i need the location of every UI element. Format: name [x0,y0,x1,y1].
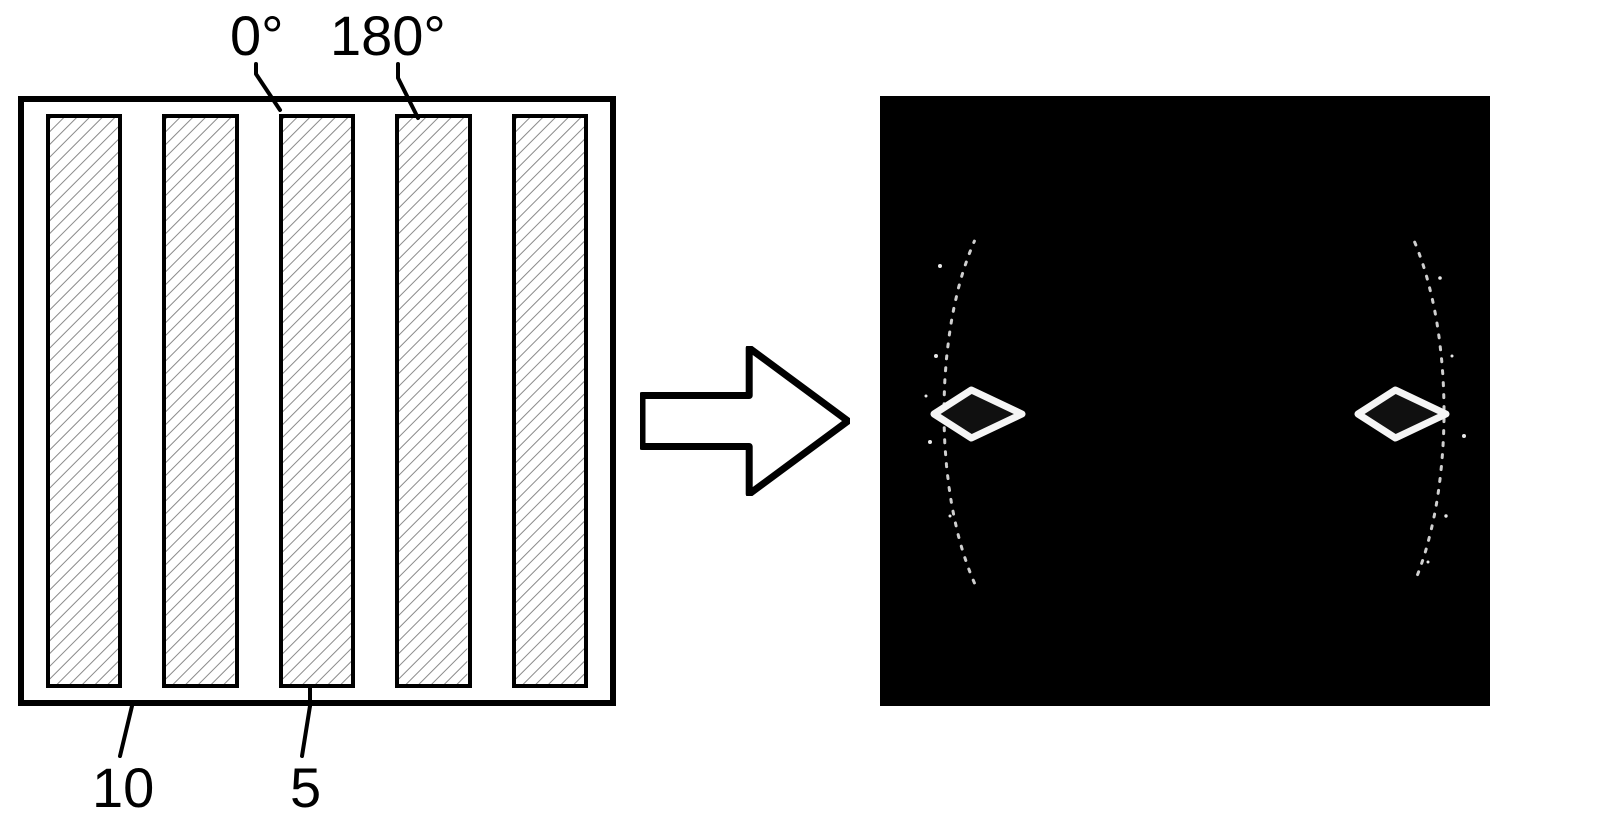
mask-bar-group [18,96,616,706]
mask-bar [279,114,355,688]
phase-mask-panel [18,96,616,706]
mask-bar [162,114,238,688]
label-0deg: 0° [230,8,284,64]
label-180deg: 180° [330,8,446,64]
figure-stage: 0° 180° 10 5 [0,0,1620,836]
label-10: 10 [92,760,154,816]
diffraction-panel [880,96,1490,706]
label-5: 5 [290,760,321,816]
mask-bar [395,114,471,688]
mask-bar [512,114,588,688]
mask-bar [46,114,122,688]
diffraction-svg [880,96,1490,706]
arrow-icon [640,346,850,496]
